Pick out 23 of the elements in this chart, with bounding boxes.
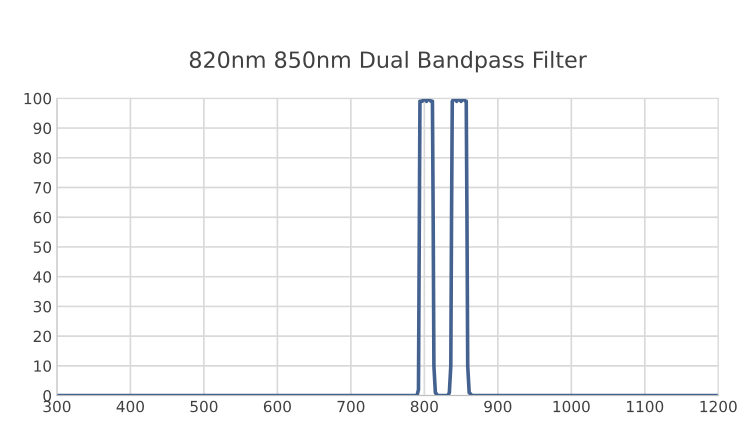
y-tick-label: 50 <box>34 241 52 253</box>
x-tick-label: 1000 <box>554 400 590 412</box>
y-tick-label: 80 <box>34 152 52 164</box>
y-tick-label: 40 <box>33 271 52 283</box>
y-tick-label: 100 <box>24 92 52 104</box>
y-tick-label: 0 <box>43 390 52 402</box>
y-tick-label: 70 <box>34 182 52 194</box>
x-tick-label: 600 <box>264 400 291 412</box>
x-tick-label: 300 <box>44 400 70 412</box>
y-tick-label: 20 <box>34 330 52 342</box>
x-tick-label: 400 <box>116 400 144 412</box>
x-tick-label: 900 <box>484 400 512 412</box>
x-tick-label: 800 <box>410 400 438 412</box>
line-series <box>56 98 718 396</box>
x-tick-label: 700 <box>338 400 364 412</box>
y-tick-label: 10 <box>34 360 52 372</box>
chart-title: 820nm 850nm Dual Bandpass Filter <box>190 50 587 72</box>
y-tick-label: 90 <box>34 122 52 134</box>
x-tick-label: 1100 <box>627 400 664 412</box>
x-tick-label: 500 <box>190 400 218 412</box>
x-tick-label: 1200 <box>700 400 737 412</box>
y-tick-label: 30 <box>34 300 52 312</box>
y-tick-label: 60 <box>34 212 52 224</box>
